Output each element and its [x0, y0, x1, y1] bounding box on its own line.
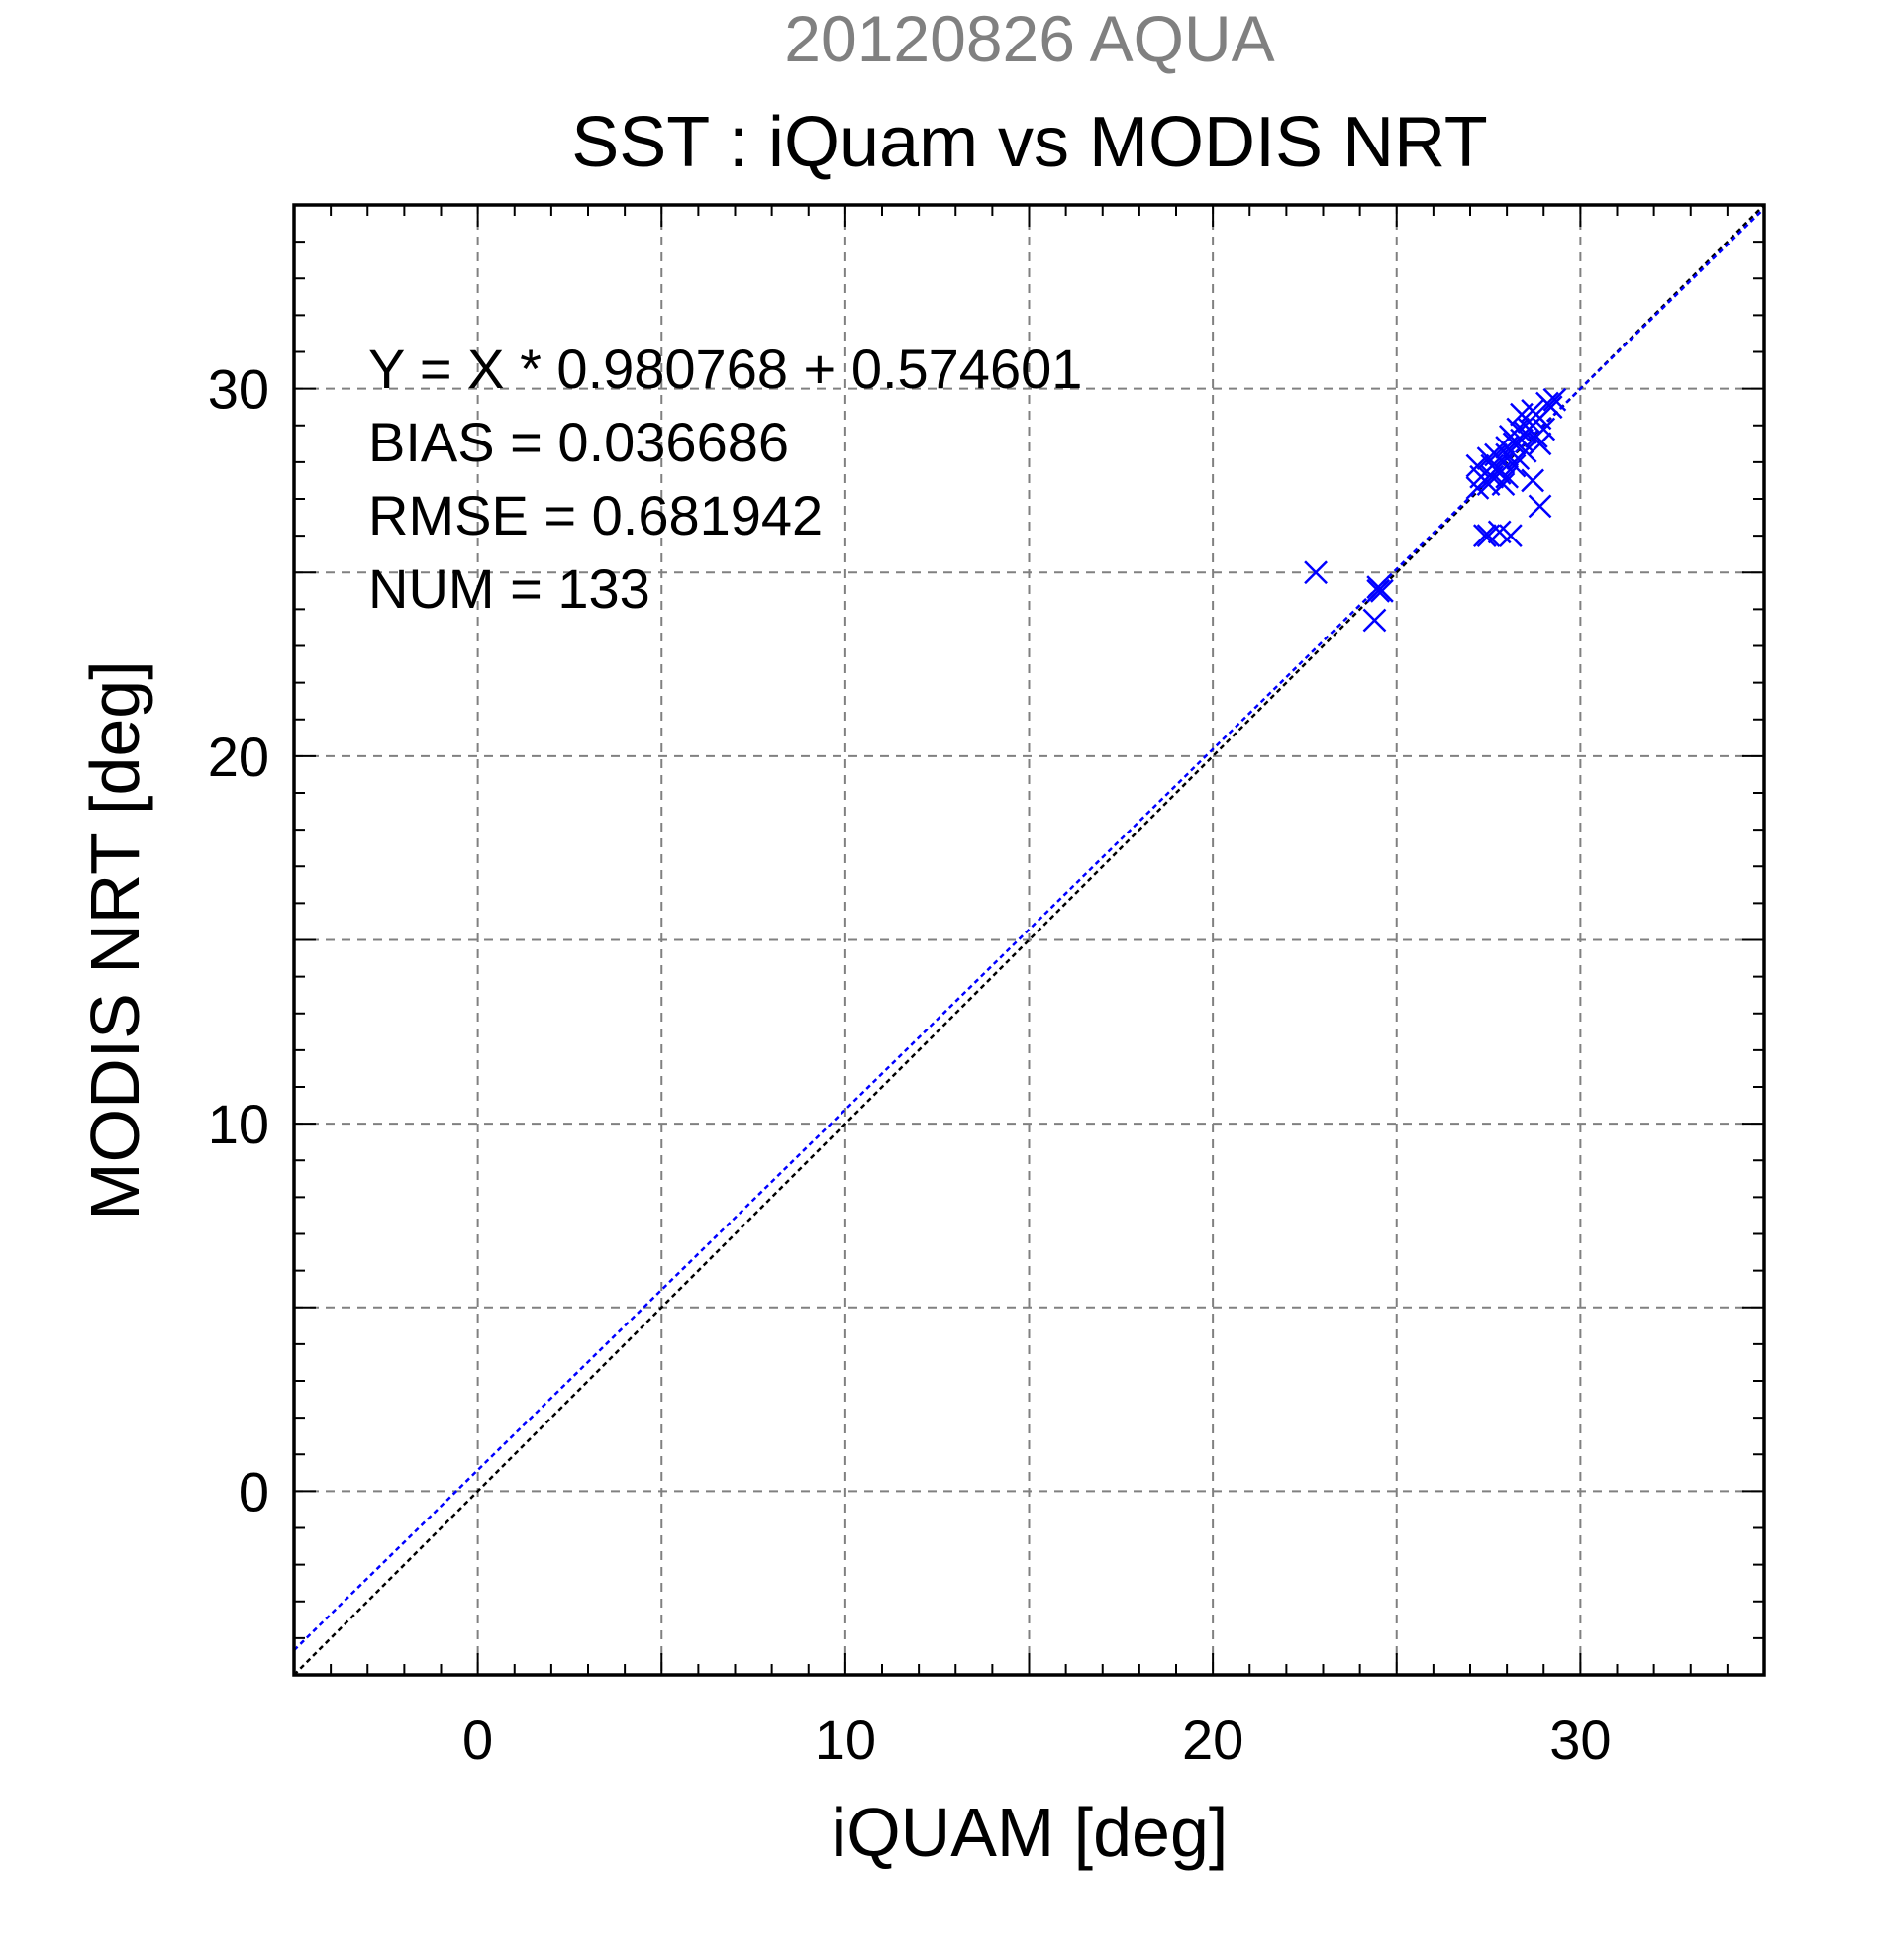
- y-tick-label: 0: [239, 1460, 269, 1522]
- data-point-stroke: [1538, 395, 1563, 420]
- data-point: [1528, 432, 1552, 456]
- x-tick-label: 20: [1182, 1709, 1243, 1771]
- data-point: [1521, 468, 1544, 493]
- y-tick-label: 20: [208, 726, 269, 788]
- data-point-stroke: [1542, 387, 1567, 412]
- data-point-stroke: [1502, 453, 1527, 478]
- data-point: [1366, 578, 1391, 603]
- data-point-stroke: [1362, 608, 1387, 633]
- data-point-stroke: [1498, 524, 1523, 548]
- data-point-stroke: [1528, 432, 1552, 456]
- x-tick-label: 30: [1549, 1709, 1611, 1771]
- x-tick-label: 10: [815, 1709, 876, 1771]
- data-point-stroke: [1513, 439, 1537, 463]
- data-point: [1498, 524, 1523, 548]
- data-point: [1491, 472, 1516, 497]
- data-point-stroke: [1495, 436, 1520, 459]
- data-point-stroke: [1521, 468, 1544, 493]
- data-point: [1495, 464, 1520, 489]
- data-point-stroke: [1491, 472, 1516, 497]
- y-axis-label: MODIS NRT [deg]: [76, 660, 153, 1220]
- stats-bias: BIAS = 0.036686: [368, 411, 789, 473]
- data-point: [1304, 560, 1328, 585]
- y-tick-label: 10: [208, 1093, 269, 1155]
- stats-num: NUM = 133: [368, 557, 650, 620]
- chart-title: SST : iQuam vs MODIS NRT: [571, 103, 1488, 182]
- stats-rmse: RMSE = 0.681942: [368, 484, 823, 546]
- regression-line: [294, 207, 1764, 1651]
- data-point-stroke: [1510, 428, 1534, 452]
- data-point: [1495, 436, 1520, 459]
- date-title: 20120826 AQUA: [784, 2, 1274, 75]
- data-point-stroke: [1528, 494, 1552, 519]
- data-point-stroke: [1491, 449, 1516, 474]
- stats-regression: Y = X * 0.980768 + 0.574601: [368, 338, 1082, 400]
- data-point-stroke: [1487, 520, 1512, 544]
- tick-labels: 0 10 20 30 0 10 20 30: [208, 358, 1612, 1771]
- data-point: [1362, 608, 1387, 633]
- data-point: [1502, 453, 1527, 478]
- data-point-stroke: [1476, 446, 1501, 471]
- plot-frame: [292, 203, 1766, 1677]
- x-axis-label: iQUAM [deg]: [832, 1794, 1229, 1871]
- data-point: [1538, 395, 1563, 420]
- y-tick-label: 30: [208, 358, 269, 421]
- data-point: [1542, 387, 1567, 412]
- data-point: [1513, 439, 1537, 463]
- x-tick-label: 0: [462, 1709, 493, 1771]
- grid: [294, 205, 1764, 1675]
- data-point-stroke: [1370, 578, 1394, 603]
- data-point: [1532, 417, 1556, 441]
- data-point: [1476, 446, 1501, 471]
- data-point: [1528, 494, 1552, 519]
- data-point-stroke: [1506, 417, 1531, 441]
- data-point-stroke: [1532, 417, 1556, 441]
- data-point-stroke: [1304, 560, 1328, 585]
- data-point: [1370, 578, 1394, 603]
- data-point: [1472, 524, 1497, 548]
- data-point-stroke: [1472, 524, 1497, 548]
- data-point-stroke: [1366, 578, 1391, 603]
- data-point-stroke: [1495, 464, 1520, 489]
- data-points: [1304, 387, 1567, 633]
